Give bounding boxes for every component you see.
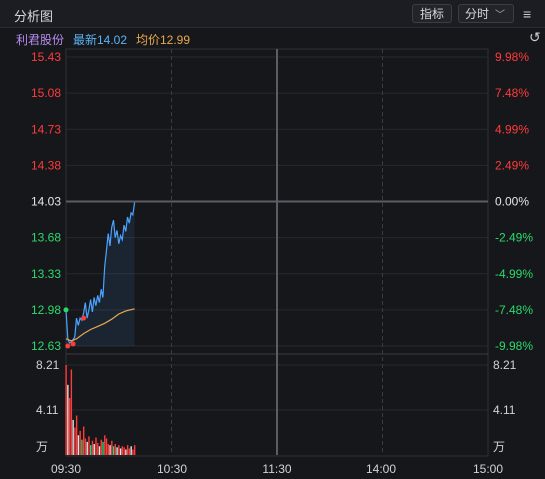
volume-bar xyxy=(102,441,104,455)
volume-bar xyxy=(68,397,71,455)
volume-tick-label: 万 xyxy=(36,440,48,454)
volume-bar xyxy=(93,444,95,455)
volume-bar xyxy=(133,445,136,455)
volume-bar xyxy=(86,441,88,455)
volume-bar xyxy=(126,445,129,455)
volume-bar xyxy=(70,369,73,455)
volume-bar xyxy=(125,449,127,455)
stock-name: 利君股份 xyxy=(16,33,65,47)
percent-tick-label: 2.49% xyxy=(495,158,529,172)
price-line xyxy=(65,202,136,344)
price-tick-label: 14.03 xyxy=(31,195,61,209)
period-dropdown[interactable]: 分时 ﹀ xyxy=(458,4,514,23)
percent-tick-label: 0.00% xyxy=(495,195,529,209)
volume-bar xyxy=(121,446,124,455)
volume-tick-label-right: 8.21 xyxy=(493,358,517,372)
price-area xyxy=(66,202,135,346)
volume-bar xyxy=(81,439,83,455)
price-tick-label: 12.63 xyxy=(31,339,61,353)
volume-bar xyxy=(95,437,97,455)
volume-bar xyxy=(91,440,94,455)
period-label: 分时 xyxy=(465,7,490,21)
volume-bar xyxy=(79,430,81,455)
trade-marker xyxy=(70,341,76,347)
volume-bar xyxy=(114,444,117,455)
volume-tick-label: 8.21 xyxy=(36,358,60,372)
volume-bar xyxy=(74,427,76,455)
price-tick-label: 13.68 xyxy=(31,231,61,245)
volume-bar xyxy=(88,436,90,455)
volume-bar xyxy=(67,384,69,455)
volume-bar xyxy=(72,419,74,455)
average-line xyxy=(65,308,135,342)
volume-bar xyxy=(90,445,92,455)
volume-bar xyxy=(100,439,102,455)
quote-info-bar: 利君股份 最新14.02 均价12.99 ↺ xyxy=(0,28,545,48)
window-title: 分析图 xyxy=(14,9,54,24)
price-tick-label: 13.33 xyxy=(31,267,61,281)
percent-tick-label: 4.99% xyxy=(495,122,529,136)
time-tick-label: 09:30 xyxy=(51,462,81,476)
volume-bar xyxy=(77,435,80,455)
time-tick-label: 10:30 xyxy=(157,462,187,476)
volume-tick-label-right: 4.11 xyxy=(493,403,516,417)
trade-marker xyxy=(63,307,69,313)
volume-bar xyxy=(107,444,109,455)
volume-bar xyxy=(109,445,111,455)
volume-tick-label-right: 万 xyxy=(493,440,505,454)
volume-bar xyxy=(98,446,101,455)
price-tick-label: 14.38 xyxy=(31,158,61,172)
price-tick-label: 14.73 xyxy=(31,122,61,136)
volume-bar xyxy=(119,448,122,455)
volume-bar xyxy=(123,447,125,455)
volume-bar xyxy=(97,442,99,455)
volume-bar xyxy=(111,440,113,455)
time-tick-label: 14:00 xyxy=(366,462,396,476)
volume-bar xyxy=(82,426,85,455)
volume-bar xyxy=(116,447,118,455)
percent-tick-label: 9.98% xyxy=(495,50,529,64)
percent-tick-label: -2.49% xyxy=(495,231,533,245)
price-tick-label: 15.08 xyxy=(31,86,61,100)
percent-tick-label: -9.98% xyxy=(495,339,533,353)
trade-marker xyxy=(81,315,87,321)
time-tick-label: 15:00 xyxy=(473,462,503,476)
hamburger-menu-icon[interactable]: ≡ xyxy=(523,6,532,22)
volume-bar xyxy=(118,445,120,455)
price-tick-label: 12.98 xyxy=(31,303,61,317)
volume-bar xyxy=(65,365,67,455)
volume-bar xyxy=(84,438,87,455)
title-bar: 分析图 指标 分时 ﹀ ≡ xyxy=(0,0,545,28)
volume-bar xyxy=(128,448,131,455)
volume-bar xyxy=(132,449,134,455)
average-price: 均价12.99 xyxy=(136,33,191,47)
percent-tick-label: -4.99% xyxy=(495,267,533,281)
chevron-down-icon: ﹀ xyxy=(495,10,506,21)
volume-bar xyxy=(112,446,115,455)
trade-marker xyxy=(65,343,71,349)
refresh-icon[interactable]: ↺ xyxy=(529,29,541,45)
price-tick-label: 15.43 xyxy=(31,50,61,64)
volume-bar xyxy=(105,438,108,455)
percent-tick-label: 7.48% xyxy=(495,86,529,100)
volume-bar xyxy=(130,446,132,455)
latest-price: 最新14.02 xyxy=(73,33,128,47)
percent-tick-label: -7.48% xyxy=(495,303,533,317)
volume-tick-label: 4.11 xyxy=(36,403,59,417)
volume-bar xyxy=(75,415,78,455)
time-tick-label: 11:30 xyxy=(262,462,291,476)
volume-bar xyxy=(104,435,106,455)
indicator-button[interactable]: 指标 xyxy=(412,4,452,23)
